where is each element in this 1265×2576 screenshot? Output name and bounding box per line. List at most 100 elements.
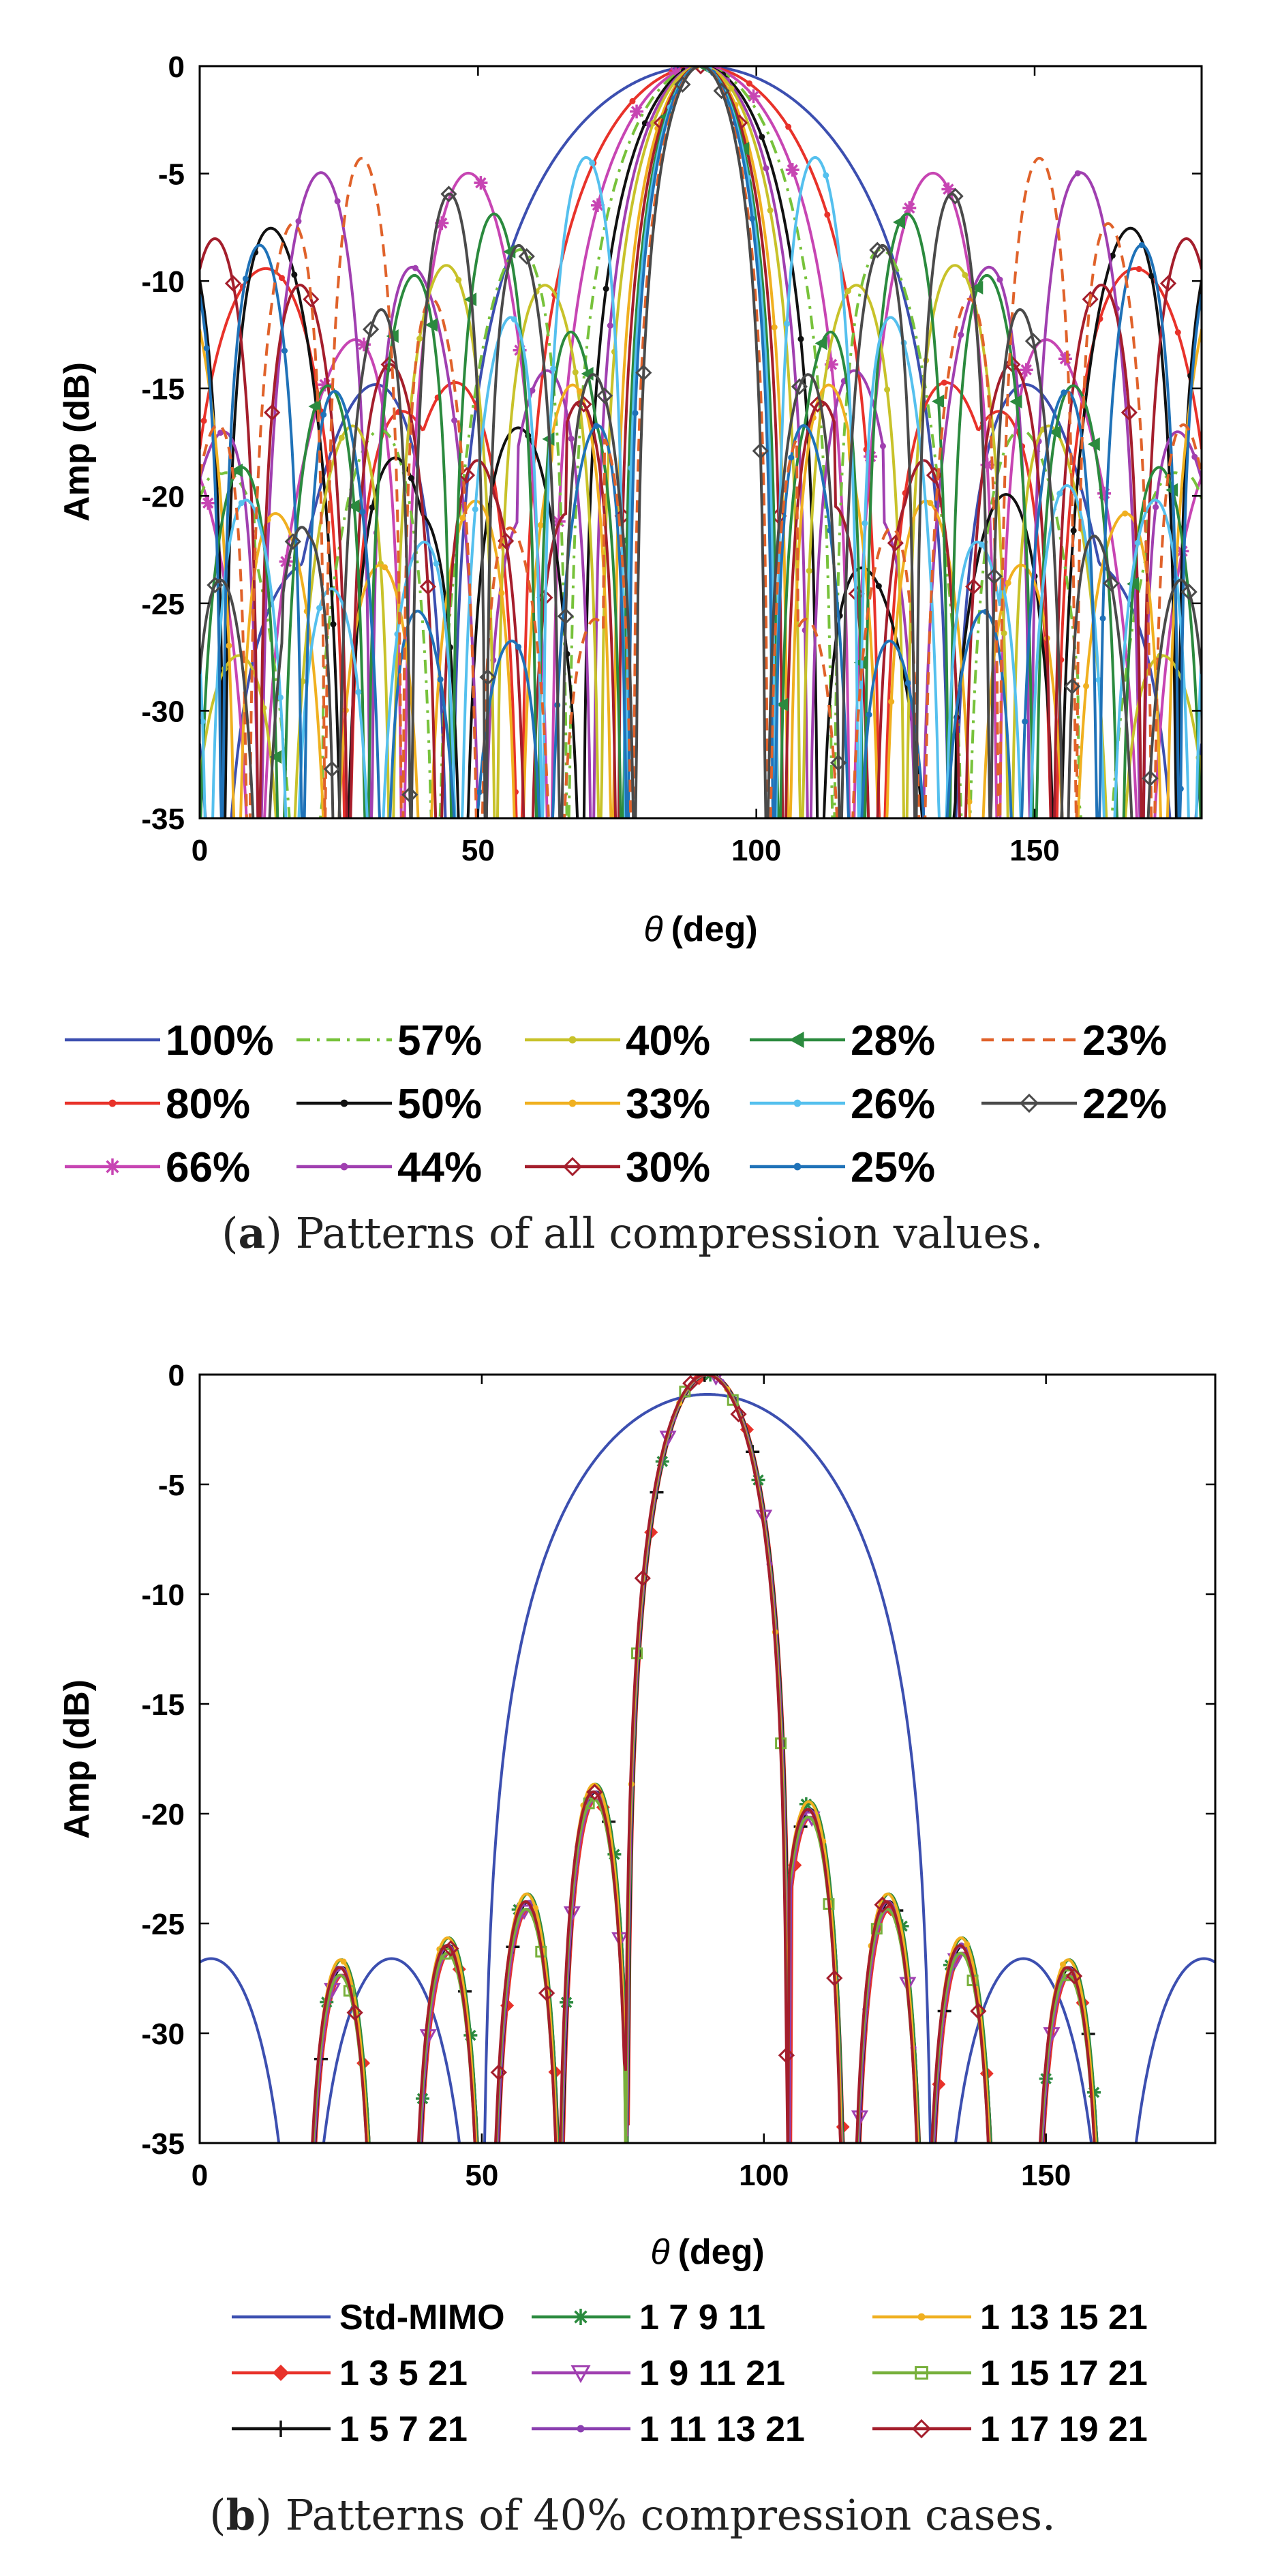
series-marker-33pct	[498, 590, 505, 597]
legend-entry-1-9-11-21: 1 9 11 21	[532, 2354, 785, 2393]
legend-label-1-3-5-21: 1 3 5 21	[339, 2354, 468, 2393]
series-marker-50pct	[408, 475, 414, 481]
legend-marker-80pct	[108, 1099, 117, 1107]
legend-marker-33pct	[568, 1099, 577, 1107]
series-marker-40pct	[844, 288, 851, 295]
series-marker-30pct	[965, 578, 982, 595]
series-marker-80pct	[1174, 329, 1181, 336]
legend-entry-44pct: 44%	[296, 1144, 482, 1191]
series-marker-26pct	[355, 689, 362, 695]
legend-label-44pct: 44%	[397, 1144, 482, 1191]
series-marker-40pct	[455, 277, 462, 284]
series-marker-28pct	[1048, 425, 1061, 439]
series-marker-1-17-19-21	[586, 1784, 603, 1801]
legend-label-40pct: 40%	[626, 1017, 710, 1064]
series-marker-22pct	[752, 443, 769, 460]
series-22pct	[200, 66, 1202, 818]
series-marker-22pct	[869, 241, 886, 258]
series-marker-80pct	[941, 379, 947, 386]
legend-label-25pct: 25%	[851, 1144, 935, 1191]
series-23pct	[200, 66, 1202, 818]
series-marker-25pct	[203, 345, 210, 352]
series-marker-22pct	[1142, 770, 1159, 787]
plot-area-b	[200, 1375, 1215, 2143]
series-marker-44pct	[763, 165, 769, 172]
series-marker-22pct	[986, 568, 1003, 585]
legend-marker-1-13-15-21	[917, 2313, 926, 2321]
series-marker-30pct	[224, 275, 242, 292]
series-marker-25pct	[320, 411, 327, 418]
legend-label-23pct: 23%	[1082, 1017, 1167, 1064]
series-marker-1-7-9-11	[607, 1847, 622, 1861]
series-marker-1-13-15-21	[532, 1904, 539, 1911]
series-marker-66pct	[1058, 352, 1072, 366]
series-marker-50pct	[875, 583, 882, 590]
legend-entry-40pct: 40%	[525, 1017, 710, 1064]
series-marker-22pct	[1180, 583, 1198, 601]
legend-entry-1-5-7-21: 1 5 7 21	[232, 2410, 468, 2449]
series-marker-22pct	[1103, 575, 1120, 592]
legend-entry-1-13-15-21: 1 13 15 21	[872, 2298, 1148, 2337]
y-tick-label-a: -5	[158, 158, 185, 192]
series-marker-33pct	[1083, 683, 1090, 689]
series-marker-26pct	[200, 718, 206, 725]
y-tick-label-a: -35	[141, 803, 185, 836]
series-marker-66pct	[474, 176, 488, 190]
series-marker-66pct	[902, 201, 917, 215]
series-marker-22pct	[1064, 678, 1081, 695]
y-tick-label-b: -5	[158, 1469, 185, 1502]
x-axis-unit-a: (deg)	[671, 910, 758, 949]
x-axis-label-b: θ (deg)	[650, 2232, 764, 2272]
legend-entry-28pct: 28%	[750, 1017, 935, 1064]
series-marker-1-17-19-21	[442, 1940, 459, 1957]
series-group-a	[200, 66, 1202, 818]
series-marker-22pct	[1024, 333, 1042, 350]
y-axis-label-a: Amp (dB)	[57, 362, 97, 522]
x-tick-label-a: 50	[461, 834, 495, 867]
legend-entry-80pct: 80%	[65, 1081, 250, 1128]
series-marker-25pct	[1061, 389, 1067, 396]
series-marker-28pct	[776, 698, 789, 712]
series-marker-50pct	[1070, 527, 1077, 534]
legend-marker-1-17-19-21	[911, 2418, 932, 2439]
ticks-a: 0 50 100 150 0 -5 -10 -15 -20 -25 -30 -35	[141, 50, 1202, 867]
legend-entry-66pct: 66%	[65, 1144, 250, 1191]
legend-marker-50pct	[340, 1099, 348, 1107]
series-marker-26pct	[510, 316, 517, 323]
series-marker-66pct	[201, 496, 215, 510]
series-marker-44pct	[607, 323, 613, 329]
legend-label-30pct: 30%	[626, 1144, 710, 1191]
series-line-std-mimo	[200, 1393, 1215, 2143]
series-marker-44pct	[412, 265, 418, 271]
series-marker-28pct	[971, 280, 984, 295]
series-26pct	[200, 66, 1202, 818]
series-marker-26pct	[316, 605, 323, 612]
series-marker-22pct	[830, 754, 847, 771]
legend-label-80pct: 80%	[166, 1081, 250, 1128]
series-marker-44pct	[568, 435, 575, 442]
series-line-26pct	[200, 66, 1202, 818]
series-marker-25pct	[1138, 241, 1145, 248]
series-marker-40pct	[1001, 630, 1007, 637]
series-marker-66pct	[435, 216, 449, 230]
series-marker-22pct	[713, 83, 730, 100]
series-marker-25pct	[1022, 718, 1028, 725]
series-marker-1-15-17-21	[679, 1386, 691, 1398]
legend-marker-66pct	[104, 1158, 121, 1175]
series-marker-28pct	[1126, 577, 1139, 591]
series-marker-25pct	[515, 644, 522, 650]
series-marker-1-17-19-21	[346, 2004, 363, 2021]
series-marker-33pct	[1122, 510, 1129, 517]
series-marker-30pct	[1159, 275, 1177, 292]
caption-text-a: Patterns of all compression values.	[296, 1208, 1043, 1258]
legend-entry-1-7-9-11: 1 7 9 11	[532, 2298, 765, 2337]
legend-marker-1-5-7-21	[273, 2421, 289, 2437]
series-marker-26pct	[784, 320, 791, 327]
series-marker-22pct	[440, 185, 457, 203]
legend-label-100pct: 100%	[166, 1017, 274, 1064]
legend-label-66pct: 66%	[166, 1144, 250, 1191]
series-marker-1-9-11-21	[710, 1375, 722, 1386]
legend-entry-33pct: 33%	[525, 1081, 710, 1128]
legend-label-std-mimo: Std-MIMO	[339, 2298, 505, 2337]
series-marker-33pct	[576, 388, 583, 395]
